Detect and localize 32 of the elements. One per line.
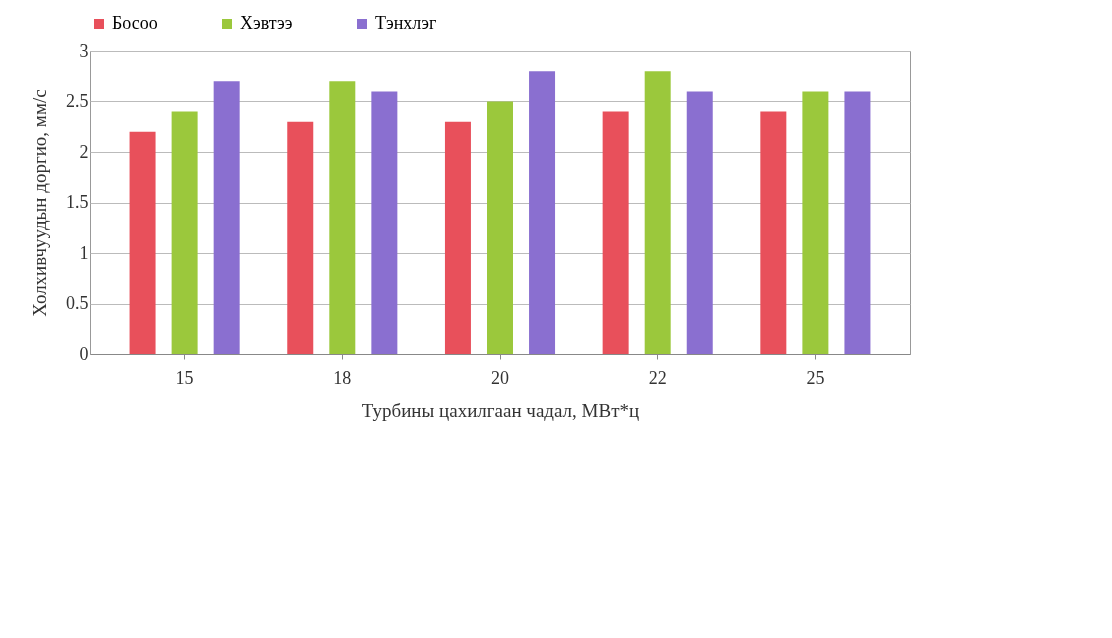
bar xyxy=(287,121,314,354)
bar xyxy=(802,91,829,354)
bar xyxy=(529,71,556,354)
y-tick-label: 2.5 xyxy=(66,91,89,111)
legend-label: Тэнхлэг xyxy=(375,13,437,33)
bar xyxy=(487,101,513,354)
bar xyxy=(686,91,713,354)
legend-label: Босоо xyxy=(112,13,158,33)
bar xyxy=(602,111,629,354)
y-tick-label: 0.5 xyxy=(66,293,89,313)
x-tick-label: 18 xyxy=(333,367,352,388)
y-tick-label: 1 xyxy=(79,242,89,263)
bar xyxy=(760,111,787,354)
bar xyxy=(371,91,398,354)
bar xyxy=(644,71,671,354)
y-tick-label: 3 xyxy=(79,40,89,61)
x-tick-label: 20 xyxy=(491,367,509,388)
x-tick-label: 25 xyxy=(806,367,825,388)
x-tick-label: 15 xyxy=(175,367,194,388)
y-tick-label: 2 xyxy=(79,141,89,162)
x-tick-label: 22 xyxy=(648,367,667,388)
bar xyxy=(444,121,471,354)
bar xyxy=(129,131,156,354)
bar xyxy=(329,81,356,354)
x-axis-title: Турбины цахилгаан чадал, МВт*ц xyxy=(361,399,640,421)
y-tick-label: 0 xyxy=(79,343,89,364)
bar xyxy=(171,111,198,354)
bar xyxy=(844,91,871,354)
y-tick-label: 1.5 xyxy=(66,192,89,212)
bar xyxy=(213,81,240,354)
legend-label: Хэвтээ xyxy=(240,13,293,33)
y-axis-title: Холхивчуудын доргио, мм/с xyxy=(29,89,50,317)
